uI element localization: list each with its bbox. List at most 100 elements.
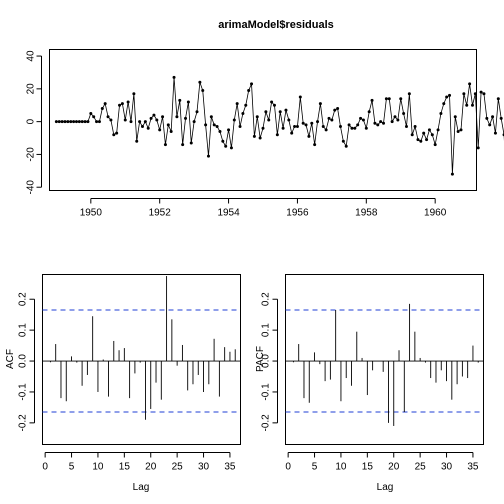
pacf-x-tick-label: 35 [467, 462, 479, 473]
residual-point [341, 139, 345, 143]
residual-point [138, 120, 142, 124]
residual-point [169, 129, 173, 133]
residual-point [410, 133, 414, 137]
acf-y-tick-label: 0.0 [18, 354, 29, 368]
residual-point [143, 120, 147, 124]
pacf-y-axis-label: PACF [255, 346, 266, 372]
residual-point [281, 126, 285, 130]
residual-point [324, 128, 328, 132]
residual-point [373, 121, 377, 125]
residual-point [470, 103, 474, 107]
residual-point [97, 120, 101, 124]
residual-point [278, 110, 282, 114]
residual-point [384, 97, 388, 101]
residual-point [264, 110, 268, 114]
residual-point [379, 120, 383, 124]
acf-x-tick-label: 35 [224, 462, 236, 473]
residual-point [235, 102, 239, 106]
acf-x-tick-label: 30 [198, 462, 210, 473]
residual-point [396, 118, 400, 122]
residual-point [272, 103, 276, 107]
residuals-y-tick-label: 20 [26, 83, 37, 95]
residual-point [86, 120, 90, 124]
pacf-y-tick-label: -0.2 [261, 414, 272, 432]
residual-point [72, 120, 76, 124]
residual-point [301, 121, 305, 125]
residual-point [149, 116, 153, 120]
residuals-series [54, 75, 504, 176]
residual-point [393, 115, 397, 119]
residual-point [161, 115, 165, 119]
residual-point [255, 115, 259, 119]
residual-point [212, 123, 216, 127]
residual-point [83, 120, 87, 124]
residual-point [338, 125, 342, 129]
residual-point [215, 125, 219, 129]
residual-point [192, 120, 196, 124]
residuals-y-tick-label: -20 [26, 147, 37, 162]
residual-point [316, 120, 320, 124]
residual-point [359, 116, 363, 120]
residual-point [178, 98, 182, 102]
residual-point [198, 80, 202, 84]
pacf-x-tick-label: 25 [415, 462, 427, 473]
residual-point [347, 123, 351, 127]
acf-axes: 0 5 10 15 20 25 30 35 -0.2 -0.1 0.0 0.1 0.2 [18, 292, 236, 473]
residual-point [247, 88, 251, 92]
residual-point [390, 120, 394, 124]
residual-point [310, 121, 314, 125]
residual-point [425, 138, 429, 142]
residual-point [54, 120, 58, 124]
residual-point [459, 128, 463, 132]
residual-point [499, 116, 503, 120]
residual-point [407, 92, 411, 96]
residual-point [77, 120, 81, 124]
residual-point [112, 133, 116, 137]
acf-y-tick-label: -0.1 [18, 383, 29, 401]
residual-point [479, 90, 483, 94]
residual-point [402, 111, 406, 115]
residual-point [221, 139, 225, 143]
residuals-line [56, 77, 504, 175]
residual-point [152, 113, 156, 117]
residual-point [336, 107, 340, 111]
acf-x-tick-label: 0 [42, 462, 48, 473]
residuals-x-tick-label: 1956 [286, 208, 309, 219]
residual-point [330, 118, 334, 122]
residual-point [181, 143, 185, 147]
residual-point [184, 116, 188, 120]
residual-point [485, 116, 489, 120]
residual-point [448, 93, 452, 97]
residual-point [69, 120, 73, 124]
acf-x-tick-label: 5 [69, 462, 75, 473]
residuals-y-tick-label: -40 [26, 180, 37, 195]
acf-x-axis-label: Lag [133, 482, 150, 493]
acf-y-axis-label: ACF [5, 349, 16, 369]
pacf-panel: Lag PACF 0 5 10 15 20 25 30 35 -0.2 -0.1 0.0 0.1 0.2 [255, 274, 484, 493]
residual-point [146, 126, 150, 130]
residual-point [227, 128, 231, 132]
residual-point [450, 172, 454, 176]
residual-point [327, 116, 331, 120]
residual-point [241, 111, 245, 115]
residual-point [465, 103, 469, 107]
residuals-axes: 1950 1952 1954 1956 1958 1960 -40 -20 0 20 40 [26, 50, 447, 218]
residual-point [290, 131, 294, 135]
acf-y-tick-label: -0.2 [18, 414, 29, 432]
residual-point [140, 125, 144, 129]
residual-point [493, 131, 497, 135]
residual-point [201, 88, 205, 92]
residual-point [267, 118, 271, 122]
residual-point [261, 126, 265, 130]
residual-point [89, 111, 93, 115]
residual-point [491, 115, 495, 119]
pacf-y-tick-label: 0.2 [261, 292, 272, 306]
residual-point [416, 138, 420, 142]
residual-point [109, 118, 113, 122]
residual-point [321, 125, 325, 129]
residual-point [422, 131, 426, 135]
residual-point [232, 118, 236, 122]
residual-point [244, 103, 248, 107]
residual-point [287, 118, 291, 122]
residual-point [175, 115, 179, 119]
